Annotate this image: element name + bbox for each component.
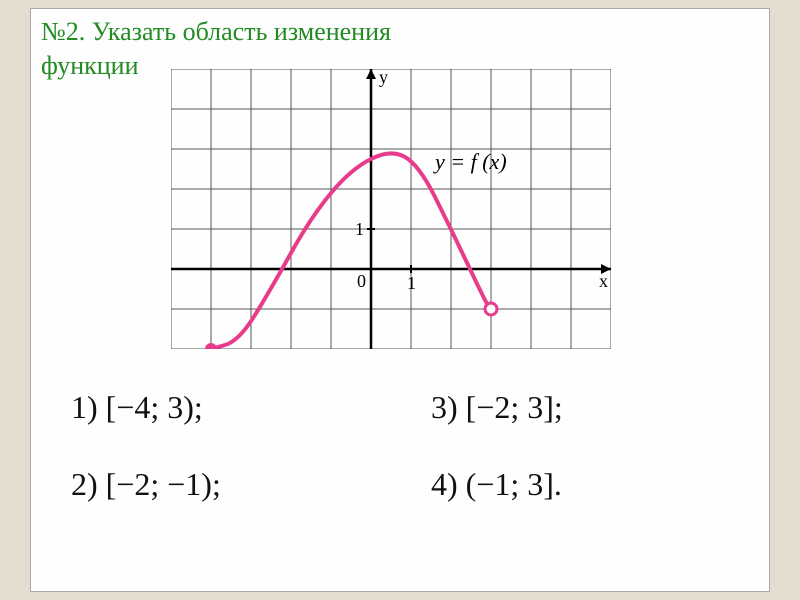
x-axis-label: x bbox=[599, 271, 608, 291]
answer-2: 2) [−2; −1); bbox=[71, 466, 331, 503]
origin-label: 0 bbox=[357, 271, 366, 291]
answer-1: 1) [−4; 3); bbox=[71, 389, 331, 426]
answer-row-1: 1) [−4; 3); 3) [−2; 3]; bbox=[71, 389, 731, 426]
function-curve bbox=[211, 153, 491, 349]
function-graph: y x 0 1 1 y = f (x) bbox=[171, 69, 611, 349]
answer-options: 1) [−4; 3); 3) [−2; 3]; 2) [−2; −1); 4) … bbox=[71, 389, 731, 543]
answer-4: 4) (−1; 3]. bbox=[431, 466, 691, 503]
main-frame: №2. Указать область изменения функции y … bbox=[30, 8, 770, 592]
equation-label: y = f (x) bbox=[433, 149, 507, 174]
x-tick-label: 1 bbox=[407, 273, 416, 293]
closed-endpoint bbox=[205, 343, 217, 349]
y-tick-label: 1 bbox=[355, 219, 364, 239]
answer-3: 3) [−2; 3]; bbox=[431, 389, 691, 426]
open-endpoint bbox=[485, 303, 497, 315]
title-line-2: функции bbox=[41, 51, 139, 80]
graph-container: y x 0 1 1 y = f (x) bbox=[171, 69, 611, 349]
answer-row-2: 2) [−2; −1); 4) (−1; 3]. bbox=[71, 466, 731, 503]
title-line-1: №2. Указать область изменения bbox=[41, 17, 391, 46]
y-axis-label: y bbox=[379, 69, 388, 87]
